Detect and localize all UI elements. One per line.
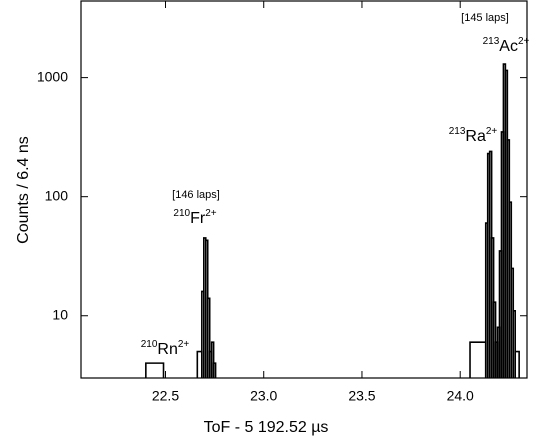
- annotation: [146 laps]: [172, 189, 220, 201]
- y-axis-label: Counts / 6.4 ns: [15, 136, 32, 244]
- charge: 2+: [518, 36, 530, 47]
- histogram-bin: [492, 301, 497, 378]
- histogram-bin: [210, 341, 215, 378]
- mass-number: 213: [483, 36, 500, 47]
- element: Rn: [157, 341, 177, 358]
- element: Ac: [499, 38, 518, 55]
- x-tick-label: 24.0: [447, 388, 474, 404]
- isotope-label: 210Rn2+: [141, 339, 190, 359]
- x-tick-label: 22.5: [152, 388, 179, 404]
- histogram-bin: [514, 350, 520, 378]
- isotope-label: 213Ra2+: [449, 126, 498, 146]
- mass-number: 210: [141, 339, 158, 350]
- element: Ra: [465, 128, 486, 145]
- histogram-bin: [212, 362, 217, 378]
- element: Fr: [190, 210, 206, 227]
- x-tick-label: 23.0: [250, 388, 277, 404]
- charge: 2+: [486, 126, 498, 137]
- y-tick-label: 10: [52, 306, 68, 322]
- histogram-bin: [469, 341, 487, 378]
- histogram-bin: [145, 362, 165, 378]
- x-tick-label: 23.5: [348, 388, 375, 404]
- histogram-bin: [206, 297, 211, 378]
- charge: 2+: [205, 208, 217, 219]
- x-axis-label: ToF - 5 192.52 µs: [204, 419, 329, 436]
- isotope-label: 213Ac2+: [483, 36, 530, 56]
- plot-frame: [80, 0, 528, 379]
- histogram-bin: [512, 310, 517, 378]
- annotation: [145 laps]: [461, 12, 509, 24]
- y-tick-label: 100: [45, 187, 69, 203]
- isotope-label: 210Fr2+: [173, 208, 216, 228]
- mass-number: 213: [449, 126, 466, 137]
- charge: 2+: [178, 339, 190, 350]
- y-tick-label: 1000: [37, 68, 68, 84]
- mass-number: 210: [173, 208, 190, 219]
